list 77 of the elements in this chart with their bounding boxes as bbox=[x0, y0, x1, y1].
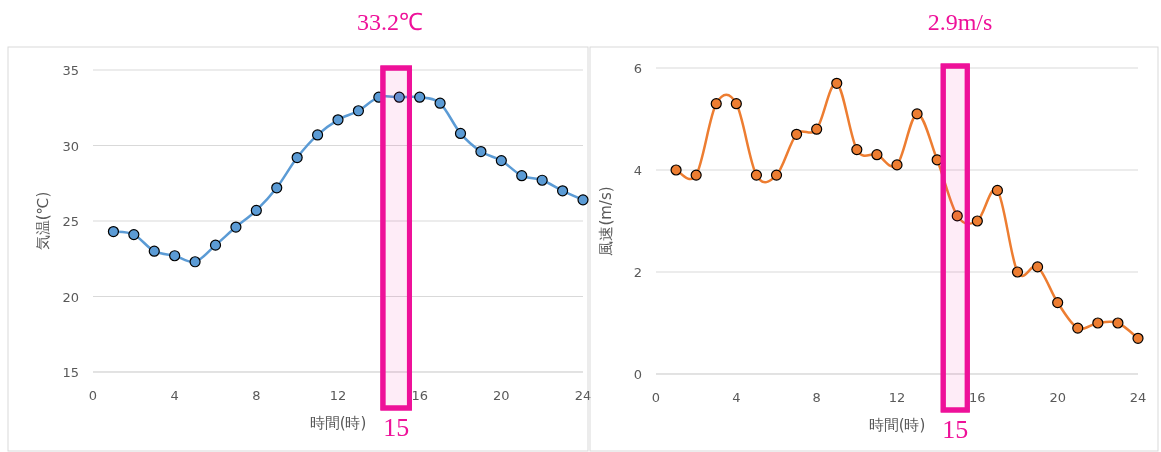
point bbox=[730, 98, 742, 110]
y-tick-label: 6 bbox=[633, 61, 642, 76]
y-axis-title: 風速(m/s) bbox=[597, 186, 615, 256]
point bbox=[971, 215, 983, 227]
point bbox=[230, 221, 242, 233]
x-tick-label: 8 bbox=[252, 388, 261, 403]
point bbox=[536, 174, 548, 186]
point bbox=[951, 210, 963, 222]
x-tick-label: 12 bbox=[329, 388, 347, 403]
y-tick-label: 25 bbox=[62, 214, 79, 229]
point bbox=[434, 97, 446, 109]
point bbox=[516, 170, 528, 182]
y-tick-label: 30 bbox=[62, 138, 79, 154]
point bbox=[250, 204, 262, 217]
chart-title: 2.9m/s bbox=[927, 9, 993, 35]
point bbox=[750, 169, 763, 181]
point bbox=[352, 105, 365, 117]
y-tick-label: 4 bbox=[633, 163, 642, 178]
y-tick-label: 0 bbox=[633, 367, 642, 382]
point bbox=[332, 114, 344, 126]
point bbox=[710, 98, 722, 110]
x-tick-label: 4 bbox=[732, 390, 741, 405]
x-tick-label: 20 bbox=[1049, 390, 1066, 405]
point bbox=[1072, 322, 1084, 334]
point bbox=[1132, 332, 1144, 344]
point bbox=[911, 108, 923, 120]
x-tick-label: 8 bbox=[812, 390, 821, 405]
point bbox=[128, 228, 140, 241]
point bbox=[770, 169, 783, 181]
point bbox=[1112, 317, 1124, 329]
y-tick-label: 2 bbox=[633, 265, 642, 280]
point bbox=[577, 194, 589, 206]
point bbox=[107, 225, 120, 238]
point bbox=[148, 245, 160, 257]
y-axis-title: 気温(℃) bbox=[34, 191, 52, 251]
point bbox=[811, 123, 823, 135]
point bbox=[831, 77, 843, 89]
point bbox=[189, 256, 201, 268]
point bbox=[209, 239, 222, 251]
x-tick-label: 24 bbox=[574, 388, 592, 403]
point bbox=[1031, 261, 1044, 273]
point bbox=[495, 155, 507, 167]
x-tick-label: 20 bbox=[493, 388, 510, 403]
point bbox=[311, 129, 324, 141]
point bbox=[891, 159, 903, 171]
x-tick-label: 4 bbox=[170, 388, 179, 403]
x-tick-label: 0 bbox=[88, 388, 98, 403]
point bbox=[1011, 266, 1024, 278]
x-axis-title: 時間(時) bbox=[868, 416, 926, 434]
point bbox=[670, 164, 682, 176]
x-tick-label: 24 bbox=[1129, 390, 1147, 405]
point bbox=[454, 127, 467, 140]
point bbox=[556, 185, 569, 197]
x-tick-label: 16 bbox=[411, 388, 428, 403]
point bbox=[414, 91, 426, 103]
point bbox=[271, 182, 283, 194]
point bbox=[991, 184, 1004, 196]
text: 15 bbox=[383, 413, 410, 442]
y-tick-label: 35 bbox=[62, 63, 79, 78]
x-axis-title: 時間(時) bbox=[309, 414, 367, 432]
y-tick-label: 15 bbox=[62, 365, 79, 380]
y-tick-label: 20 bbox=[62, 289, 79, 305]
point bbox=[1052, 297, 1064, 309]
point bbox=[169, 250, 181, 262]
point bbox=[871, 149, 883, 161]
chart-title: 33.2℃ bbox=[357, 9, 423, 35]
x-tick-label: 12 bbox=[888, 390, 906, 405]
text: 15 bbox=[942, 415, 969, 444]
point bbox=[393, 91, 405, 103]
point bbox=[1092, 317, 1104, 329]
x-tick-label: 16 bbox=[969, 390, 986, 405]
point bbox=[851, 144, 863, 156]
point bbox=[790, 128, 803, 140]
point bbox=[475, 145, 487, 158]
point bbox=[690, 169, 702, 181]
x-tick-label: 0 bbox=[651, 390, 661, 405]
point bbox=[291, 151, 303, 164]
